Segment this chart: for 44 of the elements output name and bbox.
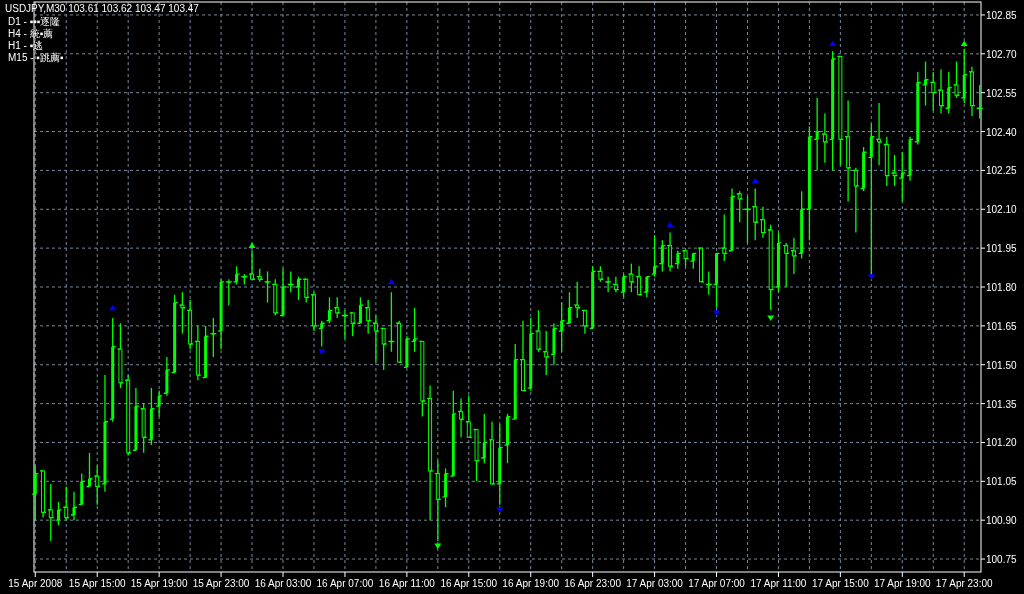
x-tick-label: 17 Apr 03:00 (626, 578, 684, 589)
y-tick-label: 102.25 (986, 165, 1018, 177)
y-tick-label: 101.80 (986, 282, 1018, 293)
point (496, 507, 504, 513)
y-tick-label: 101.20 (986, 437, 1018, 449)
x-tick-label: 16 Apr 19:00 (502, 578, 560, 589)
annotation: D1 - ▪▪▪逐隆 (8, 16, 61, 27)
x-tick-label: 15 Apr 23:00 (192, 578, 250, 589)
y-tick-label: 101.95 (986, 243, 1018, 255)
x-tick-label: 17 Apr 23:00 (935, 578, 994, 589)
x-tick-label: 15 Apr 19:00 (130, 578, 188, 589)
y-tick-label: 100.75 (986, 554, 1018, 566)
point (713, 310, 721, 316)
annotation: M15 - ▪跳薦▪ (8, 52, 64, 63)
x-tick-label: 17 Apr 07:00 (688, 578, 746, 589)
point (829, 40, 837, 46)
y-tick-label: 101.65 (986, 320, 1018, 332)
annotation: H4 - 統▪薦 (8, 28, 54, 39)
x-tick-label: 17 Apr 15:00 (812, 578, 870, 589)
x-tick-label: 16 Apr 07:00 (316, 578, 374, 589)
y-tick-label: 101.50 (986, 359, 1018, 371)
x-tick-label: 16 Apr 03:00 (254, 578, 312, 589)
x-tick-label: 15 Apr 2008 (8, 578, 63, 589)
y-tick-label: 100.90 (986, 515, 1018, 527)
y-tick-label: 102.40 (986, 126, 1018, 138)
x-tick-label: 16 Apr 23:00 (564, 578, 622, 589)
x-tick-label: 17 Apr 11:00 (750, 578, 807, 589)
y-tick-label: 101.05 (986, 476, 1018, 488)
chart-title: USDJPY,M30 103.61 103.62 103.47 103.47 (5, 3, 200, 14)
point (751, 177, 759, 184)
y-tick-label: 102.85 (986, 9, 1018, 21)
point (960, 40, 968, 46)
annotation: H1 - ▪逃 (8, 40, 44, 51)
x-tick-label: 17 Apr 19:00 (873, 578, 932, 589)
point (318, 349, 326, 355)
y-tick-label: 101.35 (986, 398, 1018, 410)
point (248, 242, 256, 249)
x-tick-label: 15 Apr 15:00 (68, 578, 127, 589)
x-tick-label: 16 Apr 11:00 (378, 578, 436, 589)
y-tick-label: 102.55 (986, 87, 1018, 99)
point (867, 274, 875, 280)
y-tick-label: 102.10 (986, 204, 1018, 216)
y-tick-label: 102.70 (986, 48, 1018, 60)
x-tick-label: 16 Apr 15:00 (440, 578, 498, 589)
